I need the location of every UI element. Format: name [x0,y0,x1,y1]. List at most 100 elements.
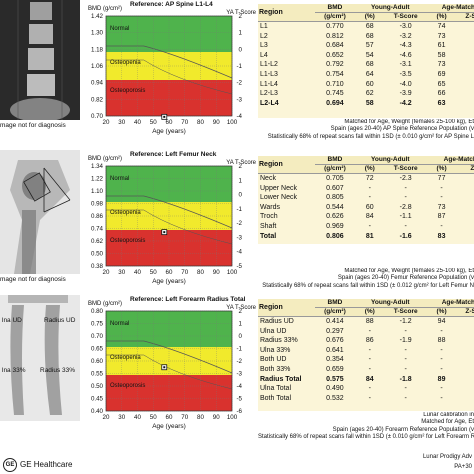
table-header: BMD [315,299,355,308]
t-tick-label: 1 [239,177,243,184]
table-cell: 0.490 [326,385,344,393]
patient-point-dot [163,231,166,234]
table-cell: - [368,394,371,402]
table-cell: - [440,385,443,393]
table-row: L2 0.812 68 -3.2 73 -2 [258,32,474,42]
bmd-chart-femur: BMD (g/cm²) Reference: Left Femur Neck YA … [84,150,257,295]
table-cell: 81 [365,232,374,240]
table-cell: - [404,356,407,364]
table-cell: 0.354 [326,356,344,364]
table-cell: 58 [365,99,374,107]
table-cell: -1 [457,336,474,346]
region-name: Both Total [260,394,292,402]
y-tick-label: 0.40 [91,408,104,415]
table-header: Age-Matched [426,299,474,308]
note-line: Matched for Age, Weight (females 25-100 … [344,268,474,274]
table-cell: 0.812 [326,32,344,40]
table-cell: - [404,184,407,192]
y-tick-label: 1.34 [91,163,104,170]
x-tick-label: 30 [118,414,125,421]
table-row: Both Total 0.532 - - - - [258,394,474,404]
table-cell: 62 [365,90,374,98]
table-cell: 86 [365,337,374,345]
table-cell: 77 [437,175,446,182]
femur-scan-image [0,150,80,274]
table-cell: 0.806 [326,232,344,240]
table-cell: - [368,356,371,364]
region-name: Shaft [260,222,277,230]
table-header: Region [258,156,316,174]
plot-frame [105,15,233,117]
table-cell: 0.544 [326,203,344,211]
x-tick-label: 20 [103,414,110,421]
table-subheader: (g/cm²) [315,307,355,317]
table-cell: -1.1 [399,213,412,221]
table-subheader: T-Score [385,12,427,22]
table-cell: 74 [437,23,446,30]
table-cell: -1.6 [399,232,412,240]
t-tick-label: -4 [236,113,242,120]
x-tick-label: 30 [118,269,125,276]
t-tick-label: -1 [236,63,242,70]
table-header: Region [258,299,316,317]
table-cell: 94 [437,318,446,325]
table-cell: - [440,194,443,202]
table-row: Upper Neck 0.607 - - - - [258,184,474,194]
table-cell: -2.8 [399,203,412,211]
region-name: Ulna 33% [260,346,291,354]
y-tick-label: 0.94 [91,80,104,87]
table-cell: -1 [457,375,474,385]
scan-label-ulna-ud: lna UD [2,317,22,324]
table-subheader: (%) [354,307,386,317]
table-cell: -2 [457,70,474,80]
table-cell: -1 [457,232,474,242]
region-name: L1-L2 [260,61,278,69]
reference-curve [106,195,233,229]
table-cell: 0.652 [326,51,344,59]
table-cell: - [457,193,474,203]
table-header: Young-Adult [354,156,427,165]
table-header: BMD [315,4,355,13]
scan-diagnosis-note: mage not for diagnosis [0,276,80,283]
table-cell: 65 [437,80,446,88]
t-tick-label: -1 [236,206,242,213]
table-cell: -1.9 [399,337,412,345]
x-tick-label: 80 [197,269,204,276]
region-name: Ulna Total [260,385,292,393]
table-cell: 58 [437,51,446,59]
y-tick-label: 1.18 [91,46,104,53]
x-tick-label: 50 [150,269,157,276]
table-subheader: (%) [426,12,457,22]
note-line: Statistically 68% of repeat scans fall w… [258,434,474,441]
t-tick-label: -2 [236,80,242,87]
region-name: Upper Neck [260,184,297,192]
scan-diagnosis-note: mage not for diagnosis [0,122,80,129]
x-tick-label: 20 [103,269,110,276]
table-cell: 0.414 [326,318,344,325]
t-tick-label: 2 [239,13,243,20]
table-header: Age-Matched [426,4,474,13]
note-line: Spain (ages 20-40) AP Spine Reference Po… [330,126,474,133]
table-cell: 0.710 [326,80,344,88]
table-header: BMD [315,156,355,165]
y-tick-label: 0.82 [91,96,104,103]
table-cell: - [457,184,474,194]
ya-tscore-label: YA T-Score [226,10,256,16]
table-subheader: (%) [354,164,386,174]
ya-tscore-label: YA T-Score [226,160,256,166]
table-cell: - [368,385,371,393]
region-name: Both 33% [260,365,291,373]
table-subheader: (g/cm²) [315,164,355,174]
table-cell: - [440,184,443,192]
region-name: Ulna UD [260,327,287,335]
x-tick-label: 50 [150,414,157,421]
t-tick-label: -2 [236,358,242,365]
region-name: L2-L3 [260,90,278,98]
table-cell: - [404,194,407,202]
y-tick-label: 0.45 [91,396,104,403]
t-tick-label: -6 [236,408,242,415]
scan-label-radius-ud: Radius UD [44,317,76,324]
x-tick-label: 90 [213,119,220,126]
table-row: Both 33% 0.659 - - - - [258,365,474,375]
region-name: L2 [260,32,268,40]
